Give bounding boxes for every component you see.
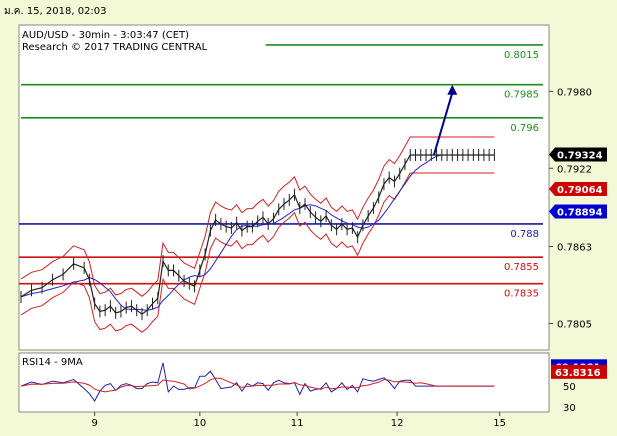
- rsi-group: 305069.138163.8316: [20, 359, 607, 414]
- y-axis-group: 0.7805 0.7863 0.7922 0.7980: [549, 87, 592, 330]
- x-tick-label: 12: [391, 418, 404, 429]
- forecast-arrow-shaft: [432, 92, 454, 156]
- chart-subtitle: Research © 2017 TRADING CENTRAL: [22, 42, 208, 53]
- bollinger-upper-line: [20, 136, 495, 297]
- level-label: 0.7855: [504, 262, 539, 273]
- y-tick-label: 0.7863: [557, 243, 592, 254]
- rsi-line: [20, 362, 495, 402]
- y-tick-label: 0.7805: [557, 319, 592, 330]
- value-tag-label: 0.78894: [557, 208, 603, 219]
- value-tag-label: 0.79064: [557, 185, 603, 196]
- level-label: 0.8015: [504, 50, 539, 61]
- price-series-group: [20, 149, 495, 321]
- chart-title: AUD/USD - 30min - 3:03:47 (CET): [22, 30, 189, 41]
- value-tags-group: 0.79324 0.79064 0.78894: [549, 147, 607, 219]
- x-tick-label: 11: [291, 418, 304, 429]
- x-axis-group: 9 10 11 12 15: [91, 412, 506, 429]
- rsi-label: RSI14 - 9MA: [22, 357, 83, 368]
- level-lines-group: 0.8015 0.7985 0.796 0.788 0.7855 0.7835: [19, 44, 543, 300]
- level-label: 0.788: [510, 229, 539, 240]
- timestamp: ม.ค. 15, 2018, 02:03: [4, 6, 107, 17]
- value-tag-bg: [549, 147, 607, 162]
- value-tag-bg: [549, 181, 607, 196]
- bollinger-lower-line: [20, 172, 495, 333]
- y-tick-label: 0.7922: [557, 164, 592, 175]
- rsi-tag-label: 63.8316: [555, 368, 601, 379]
- forecast-arrow-head: [447, 84, 458, 95]
- main-panel-bg: [18, 24, 550, 351]
- level-label: 0.7835: [504, 289, 539, 300]
- y-tick-label: 0.7980: [557, 87, 592, 98]
- x-tick-label: 10: [193, 418, 206, 429]
- rsi-tick-label: 30: [563, 403, 576, 414]
- value-tag-bg: [549, 204, 607, 219]
- value-tag-label: 0.79324: [557, 150, 603, 161]
- rsi-ma-line: [20, 377, 495, 393]
- x-tick-label: 9: [91, 418, 97, 429]
- forecast-arrow-group: [432, 84, 458, 156]
- level-label: 0.7985: [504, 90, 539, 101]
- x-tick-label: 15: [493, 418, 506, 429]
- level-label: 0.796: [510, 123, 539, 134]
- rsi-tick-label: 50: [563, 382, 576, 393]
- rsi-tag-bg: [551, 364, 607, 379]
